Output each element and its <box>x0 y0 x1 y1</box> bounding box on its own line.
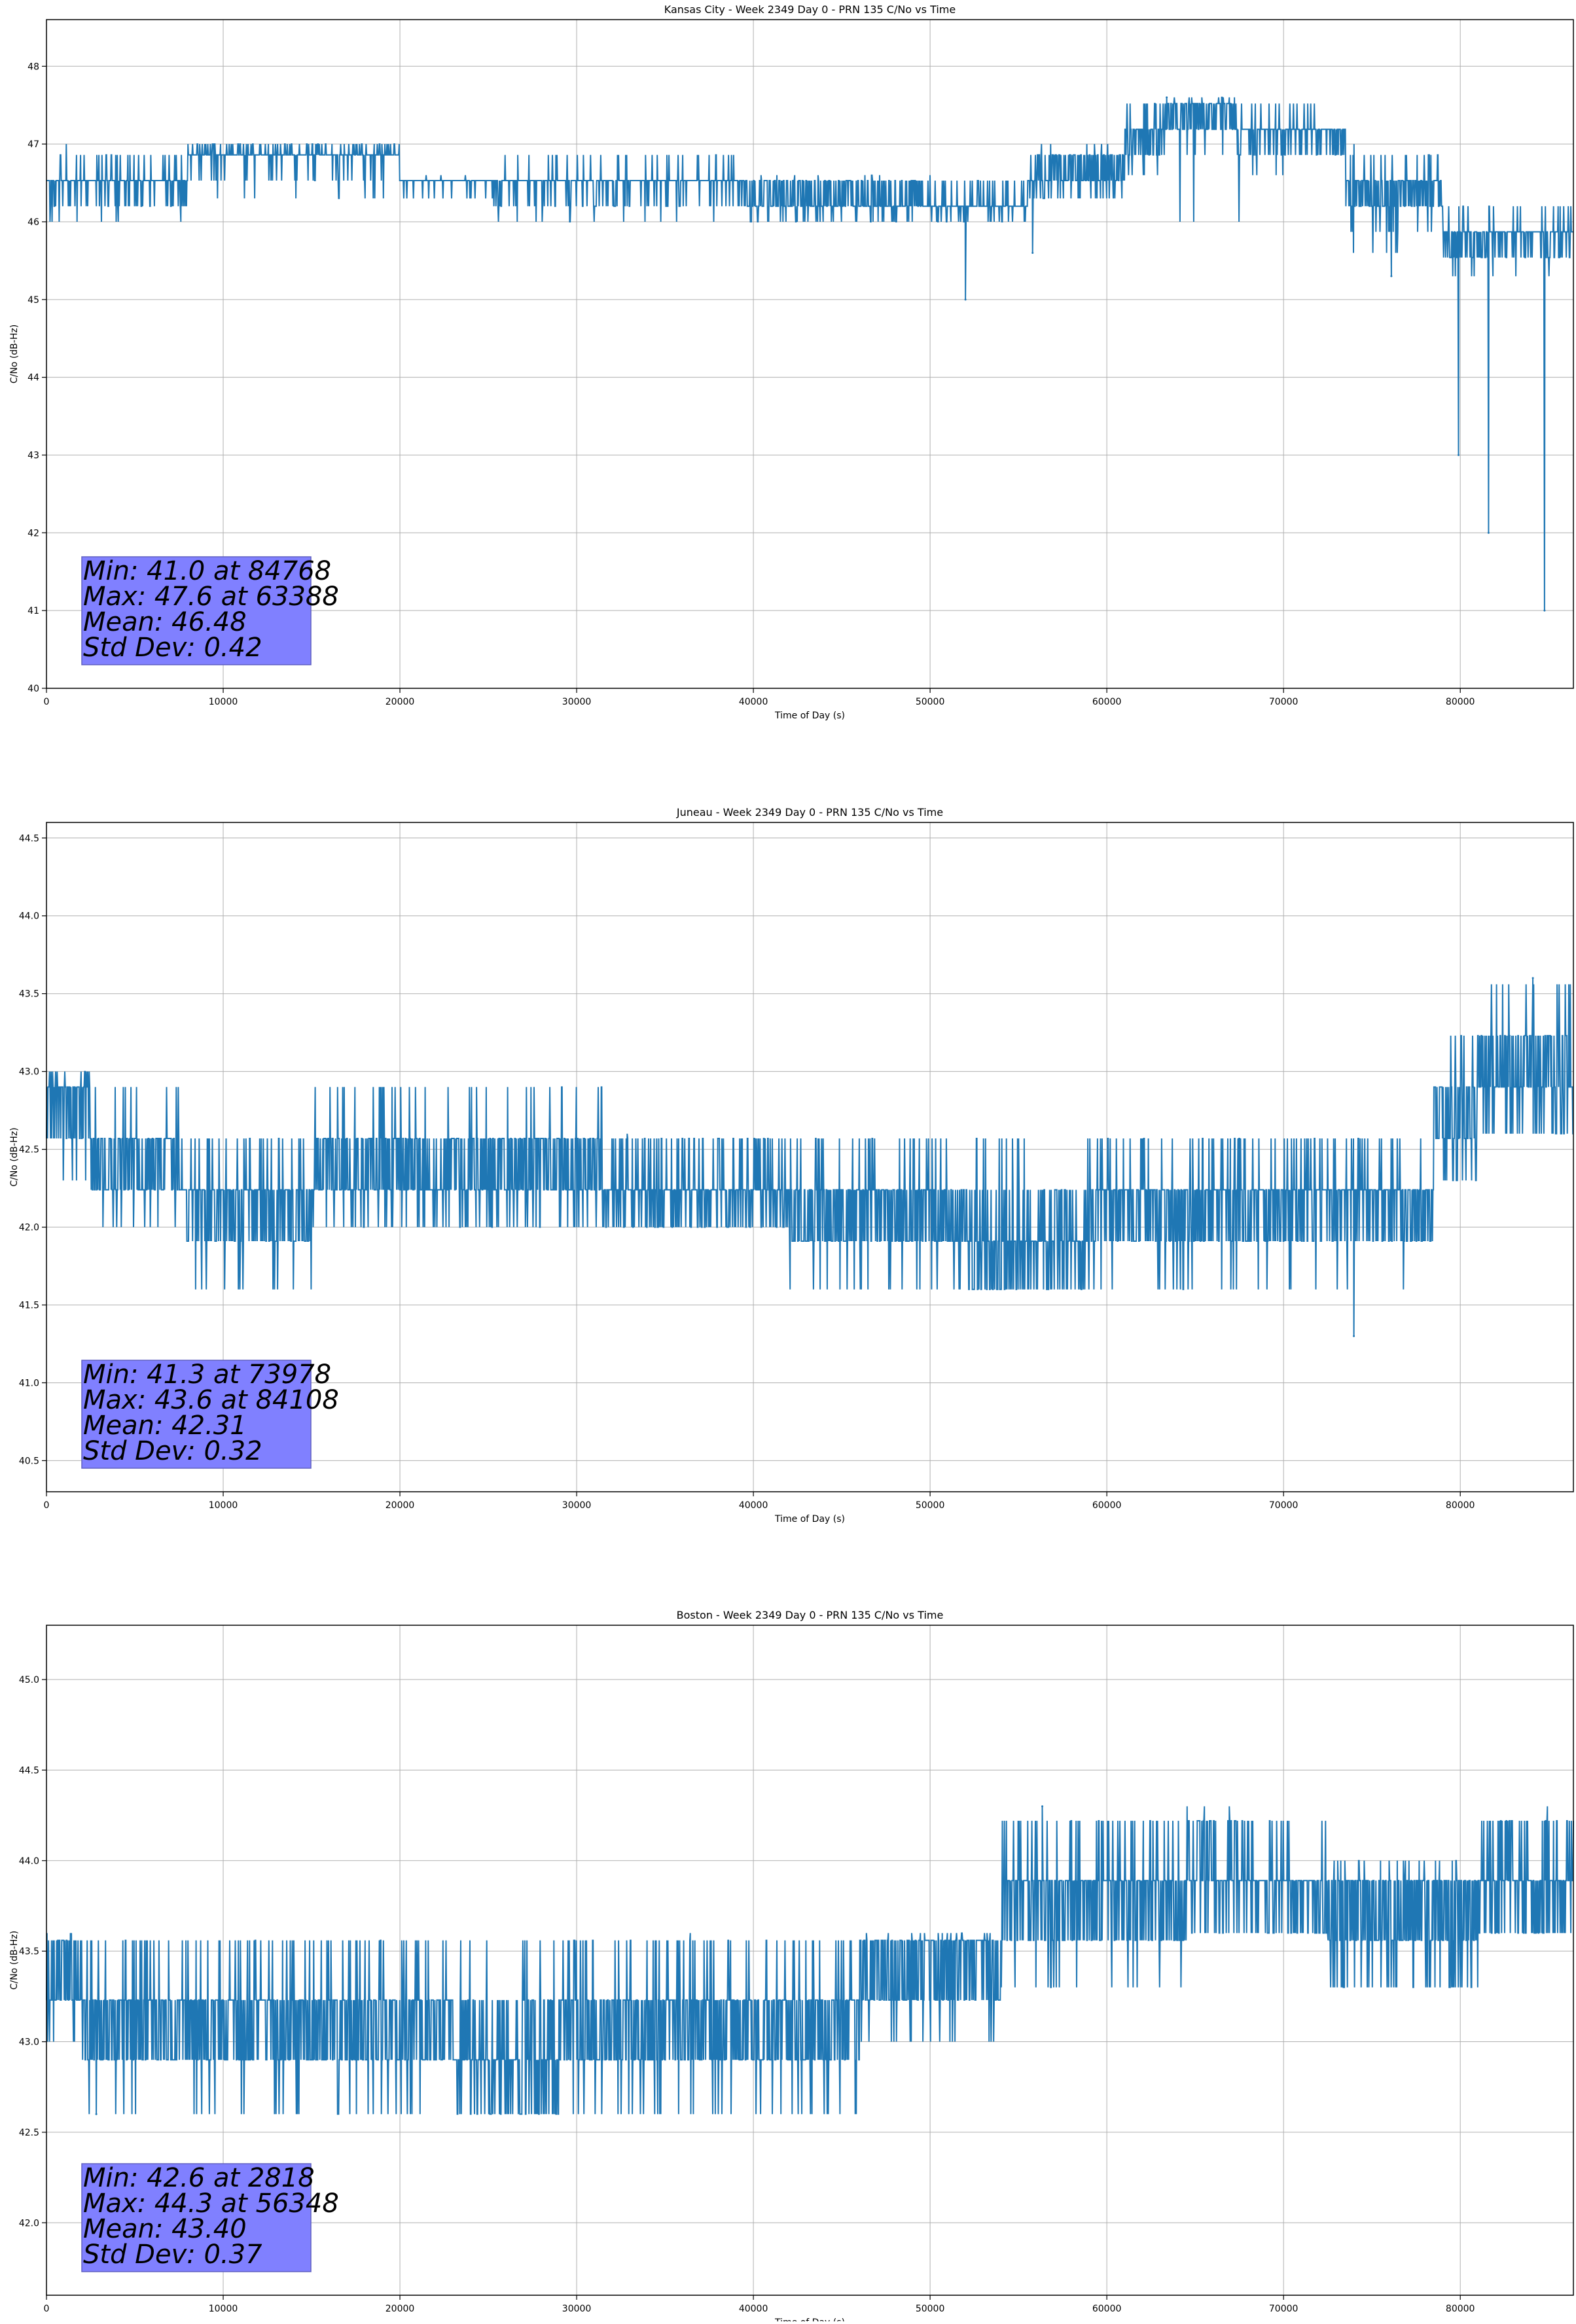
y-axis-label: C/No (dB-Hz) <box>9 1931 20 1990</box>
x-tick-label: 70000 <box>1269 1500 1298 1511</box>
x-tick-label: 10000 <box>209 697 238 707</box>
y-tick-label: 43.0 <box>19 1067 39 1078</box>
x-tick-label: 40000 <box>739 1500 768 1511</box>
y-tick-label: 45 <box>27 295 39 306</box>
spike-point <box>1166 96 1168 99</box>
stats-mean: Mean: 42.31 <box>83 1411 247 1441</box>
x-tick-label: 70000 <box>1269 697 1298 707</box>
stats-std: Std Dev: 0.32 <box>83 1436 262 1466</box>
spike-point <box>1543 609 1546 612</box>
y-tick-label: 45.0 <box>19 1675 39 1685</box>
x-tick-label: 80000 <box>1446 697 1475 707</box>
cno-series-line <box>46 977 1574 1337</box>
x-tick-label: 70000 <box>1269 2304 1298 2314</box>
y-tick-label: 42.0 <box>19 2218 39 2228</box>
x-tick-label: 40000 <box>739 2304 768 2314</box>
x-tick-label: 50000 <box>916 2304 945 2314</box>
y-tick-label: 42 <box>27 528 39 538</box>
y-tick-label: 42.5 <box>19 1145 39 1155</box>
x-tick-label: 0 <box>44 2304 50 2314</box>
y-tick-label: 40 <box>27 684 39 694</box>
y-tick-label: 44.5 <box>19 834 39 844</box>
x-tick-label: 30000 <box>562 2304 592 2314</box>
x-tick-label: 80000 <box>1446 2304 1475 2314</box>
stats-box <box>81 2163 312 2272</box>
plot-frame <box>46 19 1574 689</box>
stats-std: Std Dev: 0.37 <box>83 2240 262 2270</box>
cno-series-line <box>46 1806 1574 2115</box>
y-tick-label: 42.0 <box>19 1223 39 1233</box>
x-tick-label: 40000 <box>739 697 768 707</box>
y-tick-label: 41 <box>27 606 39 616</box>
x-tick-label: 0 <box>44 697 50 707</box>
x-tick-label: 10000 <box>209 1500 238 1511</box>
y-axis-label: C/No (dB-Hz) <box>9 1127 20 1186</box>
y-tick-label: 41.0 <box>19 1378 39 1388</box>
chart-title: Kansas City - Week 2349 Day 0 - PRN 135 … <box>664 3 956 16</box>
y-tick-label: 41.5 <box>19 1301 39 1311</box>
spike-point <box>1041 1805 1044 1808</box>
stats-max: Max: 43.6 at 84108 <box>83 1385 339 1415</box>
x-tick-label: 20000 <box>385 1500 415 1511</box>
chart-panel-0: 0 10000 20000 30000 40000 50000 60000 70000 8000… <box>9 3 1574 721</box>
x-axis-label: Time of Day (s) <box>774 711 845 721</box>
y-tick-label: 47 <box>27 139 39 150</box>
x-tick-label: 30000 <box>562 1500 592 1511</box>
y-tick-label: 43 <box>27 450 39 461</box>
x-tick-label: 20000 <box>385 2304 415 2314</box>
stats-min: Min: 41.0 at 84768 <box>83 556 331 586</box>
plot-frame <box>46 1625 1574 2296</box>
spike-point <box>95 2113 98 2115</box>
cno-series-line <box>46 96 1573 611</box>
y-tick-label: 46 <box>27 217 39 228</box>
y-tick-label: 43.0 <box>19 2037 39 2048</box>
stats-min: Min: 41.3 at 73978 <box>83 1360 331 1390</box>
x-axis-label: Time of Day (s) <box>774 2317 845 2321</box>
stats-mean: Mean: 43.40 <box>83 2214 247 2244</box>
x-tick-label: 10000 <box>209 2304 238 2314</box>
stats-max: Max: 47.6 at 63388 <box>83 582 339 612</box>
y-tick-label: 44.5 <box>19 1765 39 1776</box>
x-tick-label: 50000 <box>916 1500 945 1511</box>
plot-frame <box>46 822 1574 1492</box>
x-tick-label: 30000 <box>562 697 592 707</box>
x-tick-label: 0 <box>44 1500 50 1511</box>
spike-point <box>1457 453 1460 456</box>
spike-point <box>1531 977 1534 979</box>
y-tick-label: 48 <box>27 62 39 72</box>
x-tick-label: 20000 <box>385 697 415 707</box>
x-tick-label: 60000 <box>1092 1500 1122 1511</box>
y-tick-label: 43.5 <box>19 989 39 1000</box>
stats-box <box>81 556 312 665</box>
stats-mean: Mean: 46.48 <box>83 607 247 637</box>
x-tick-label: 60000 <box>1092 697 1122 707</box>
y-tick-label: 44.0 <box>19 911 39 922</box>
spike-point <box>1353 1335 1355 1337</box>
stats-min: Min: 42.6 at 2818 <box>83 2163 315 2193</box>
chart-panel-2: 0 10000 20000 30000 40000 50000 60000 70000 8000… <box>9 1609 1574 2324</box>
spike-point <box>964 298 967 301</box>
chart-panel-1: 0 10000 20000 30000 40000 50000 60000 70000 8000… <box>9 806 1574 1524</box>
x-axis-label: Time of Day (s) <box>774 1514 845 1524</box>
y-tick-label: 42.5 <box>19 2128 39 2138</box>
x-tick-label: 60000 <box>1092 2304 1122 2314</box>
stats-max: Max: 44.3 at 56348 <box>83 2189 339 2219</box>
y-tick-label: 43.5 <box>19 1946 39 1957</box>
y-tick-label: 44 <box>27 373 39 383</box>
y-tick-label: 44.0 <box>19 1856 39 1867</box>
spike-point <box>1487 531 1490 534</box>
stats-box <box>81 1360 312 1469</box>
x-tick-label: 50000 <box>916 697 945 707</box>
y-axis-label: C/No (dB-Hz) <box>9 325 20 383</box>
stats-std: Std Dev: 0.42 <box>83 633 262 663</box>
y-tick-label: 40.5 <box>19 1456 39 1466</box>
x-tick-label: 80000 <box>1446 1500 1475 1511</box>
chart-title: Boston - Week 2349 Day 0 - PRN 135 C/No … <box>677 1609 944 1621</box>
chart-title: Juneau - Week 2349 Day 0 - PRN 135 C/No … <box>676 806 943 819</box>
spike-point <box>1390 275 1393 277</box>
spike-point <box>1031 252 1034 255</box>
